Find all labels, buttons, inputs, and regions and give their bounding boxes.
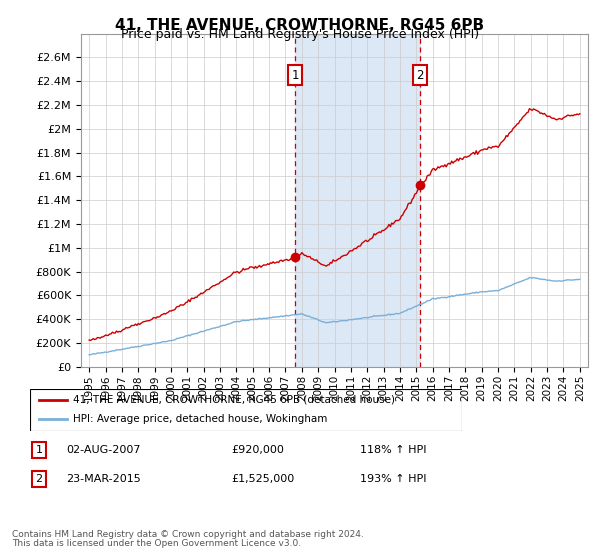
Text: 193% ↑ HPI: 193% ↑ HPI xyxy=(360,474,427,484)
Text: 118% ↑ HPI: 118% ↑ HPI xyxy=(360,445,427,455)
Text: 2: 2 xyxy=(35,474,43,484)
Text: 41, THE AVENUE, CROWTHORNE, RG45 6PB: 41, THE AVENUE, CROWTHORNE, RG45 6PB xyxy=(115,18,485,33)
Text: Price paid vs. HM Land Registry's House Price Index (HPI): Price paid vs. HM Land Registry's House … xyxy=(121,28,479,41)
Text: 1: 1 xyxy=(35,445,43,455)
Text: 2: 2 xyxy=(416,69,424,82)
Text: 23-MAR-2015: 23-MAR-2015 xyxy=(66,474,141,484)
Bar xyxy=(295,34,420,367)
Text: 1: 1 xyxy=(291,69,299,82)
Text: HPI: Average price, detached house, Wokingham: HPI: Average price, detached house, Woki… xyxy=(73,414,328,424)
Text: 41, THE AVENUE, CROWTHORNE, RG45 6PB (detached house): 41, THE AVENUE, CROWTHORNE, RG45 6PB (de… xyxy=(73,395,395,405)
Text: Contains HM Land Registry data © Crown copyright and database right 2024.: Contains HM Land Registry data © Crown c… xyxy=(12,530,364,539)
Text: £1,525,000: £1,525,000 xyxy=(231,474,294,484)
Text: £920,000: £920,000 xyxy=(231,445,284,455)
Text: 02-AUG-2007: 02-AUG-2007 xyxy=(66,445,140,455)
Text: This data is licensed under the Open Government Licence v3.0.: This data is licensed under the Open Gov… xyxy=(12,539,301,548)
